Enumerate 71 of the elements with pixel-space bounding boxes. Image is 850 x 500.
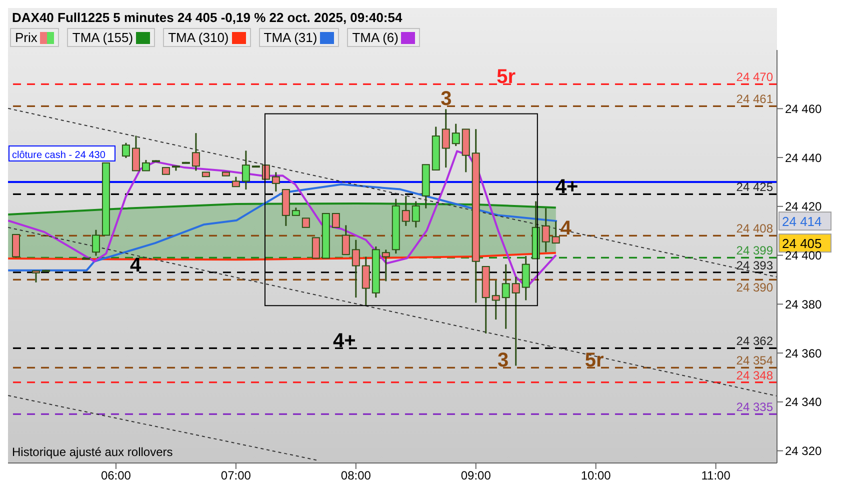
ref-line-label: 24 390 bbox=[736, 280, 774, 295]
annotation: 4+ bbox=[555, 176, 578, 198]
candlestick bbox=[382, 248, 390, 282]
legend-label: TMA (155) bbox=[72, 30, 134, 45]
annotation: 5r bbox=[584, 350, 604, 372]
candlestick bbox=[342, 224, 350, 256]
y-tick-label: 24 460 bbox=[785, 102, 822, 116]
ref-line-label: 24 354 bbox=[736, 354, 774, 368]
y-tick-label: 24 320 bbox=[785, 444, 822, 458]
annotation: 4 bbox=[130, 254, 142, 276]
candlestick bbox=[502, 264, 510, 330]
x-tick-label: 06:00 bbox=[100, 468, 132, 483]
annotation: 5r bbox=[496, 66, 516, 88]
candlestick bbox=[132, 135, 140, 172]
candlestick bbox=[402, 195, 410, 227]
candlestick bbox=[232, 176, 240, 188]
candlestick bbox=[552, 220, 560, 244]
candlestick bbox=[272, 171, 280, 192]
candlestick bbox=[512, 276, 520, 366]
candlestick bbox=[242, 150, 250, 190]
legend-label: TMA (6) bbox=[352, 30, 398, 45]
candlestick bbox=[352, 239, 360, 298]
y-tick-label: 24 360 bbox=[785, 346, 822, 360]
candlestick bbox=[542, 207, 550, 253]
annotation: 3 bbox=[498, 350, 509, 372]
ref-line-label: 24 470 bbox=[736, 70, 774, 84]
legend-label: TMA (310) bbox=[168, 30, 229, 45]
chart-title: DAX40 Full1225 5 minutes 24 405 -0,19 % 22 oct. 2025, 09:40:54 bbox=[12, 10, 402, 25]
y-tick-label: 24 400 bbox=[785, 248, 822, 263]
ref-line-label: 24 399 bbox=[736, 244, 774, 258]
candlestick bbox=[32, 270, 40, 284]
ref-line-label: 24 393 bbox=[736, 258, 774, 272]
ref-line-label: clôture cash - 24 430 bbox=[12, 150, 106, 161]
candlestick bbox=[332, 212, 340, 228]
candlestick bbox=[142, 159, 150, 172]
candlestick bbox=[452, 123, 460, 147]
ref-line-label: 24 335 bbox=[736, 400, 774, 414]
ref-line-label: 24 362 bbox=[736, 334, 774, 348]
text: 24 405 bbox=[782, 236, 822, 252]
annotation: 4 bbox=[560, 218, 572, 240]
candlestick bbox=[122, 142, 130, 159]
ref-line-label: 24 408 bbox=[736, 222, 774, 236]
x-tick-label: 08:00 bbox=[340, 468, 372, 483]
y-tick-label: 24 440 bbox=[785, 150, 822, 165]
y-tick-label: 24 420 bbox=[785, 200, 822, 214]
candlestick bbox=[12, 234, 20, 258]
candlestick bbox=[492, 280, 500, 320]
annotation: Historique ajusté aux rollovers bbox=[12, 445, 173, 459]
annotation: 4+ bbox=[332, 330, 356, 352]
y-tick-label: 24 380 bbox=[785, 297, 822, 312]
legend-label: TMA (31) bbox=[264, 30, 318, 45]
candlestick bbox=[92, 229, 100, 257]
ref-line-label: 24 425 bbox=[736, 180, 774, 194]
x-tick-label: 07:00 bbox=[220, 468, 252, 483]
x-tick-label: 10:00 bbox=[580, 468, 612, 483]
annotation: 3 bbox=[440, 88, 452, 110]
candlestick bbox=[412, 200, 420, 228]
x-tick-label: 11:00 bbox=[701, 468, 731, 483]
candlestick bbox=[192, 132, 200, 172]
candlestick bbox=[442, 108, 450, 168]
line-series bbox=[8, 202, 557, 216]
candlestick bbox=[362, 256, 370, 307]
candlestick bbox=[522, 255, 530, 301]
candlestick bbox=[302, 218, 310, 228]
ref-line-label: 24 348 bbox=[736, 368, 774, 382]
text: 24 414 bbox=[782, 214, 822, 230]
ref-line-label: 24 461 bbox=[736, 92, 774, 106]
candlestick bbox=[312, 237, 320, 259]
x-tick-label: 09:00 bbox=[460, 468, 492, 483]
y-tick-label: 24 340 bbox=[785, 395, 822, 410]
legend-label: Prix bbox=[15, 30, 38, 45]
